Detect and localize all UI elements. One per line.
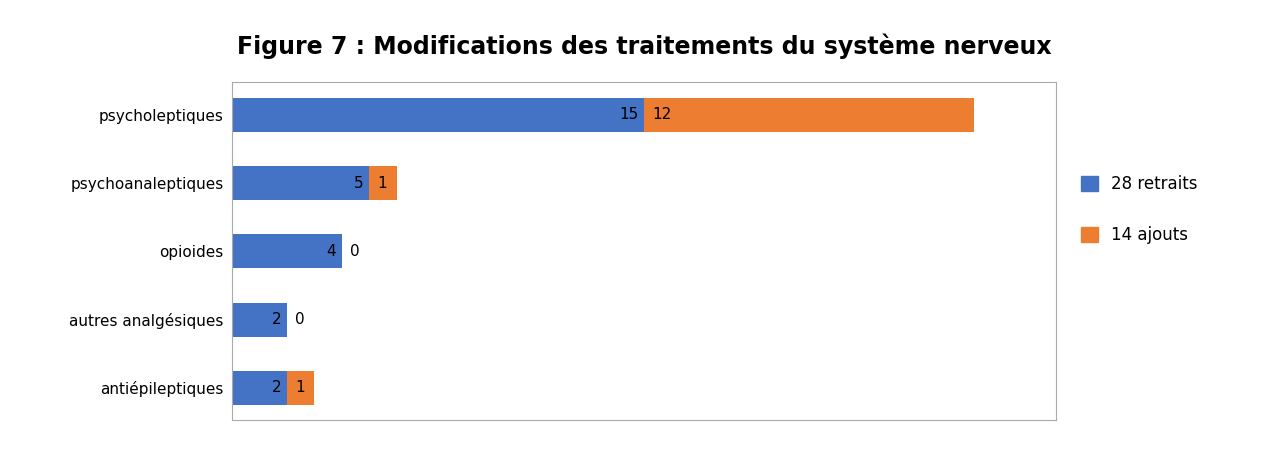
- Text: 12: 12: [652, 107, 671, 122]
- Bar: [644, 98, 974, 132]
- Bar: [232, 166, 370, 200]
- Text: 2: 2: [272, 381, 281, 395]
- Text: 2: 2: [272, 312, 281, 327]
- Text: 1: 1: [295, 381, 305, 395]
- Text: 0: 0: [295, 312, 305, 327]
- Text: 5: 5: [354, 175, 363, 191]
- Bar: [232, 98, 644, 132]
- Bar: [287, 371, 314, 405]
- Text: 4: 4: [327, 244, 336, 259]
- Text: 1: 1: [377, 175, 388, 191]
- Title: Figure 7 : Modifications des traitements du système nerveux: Figure 7 : Modifications des traitements…: [237, 34, 1051, 59]
- Legend: 28 retraits, 14 ajouts: 28 retraits, 14 ajouts: [1081, 175, 1198, 244]
- Bar: [232, 303, 287, 337]
- Text: 15: 15: [620, 107, 639, 122]
- Bar: [232, 234, 341, 268]
- Bar: [232, 371, 287, 405]
- Bar: [370, 166, 397, 200]
- Text: 0: 0: [350, 244, 359, 259]
